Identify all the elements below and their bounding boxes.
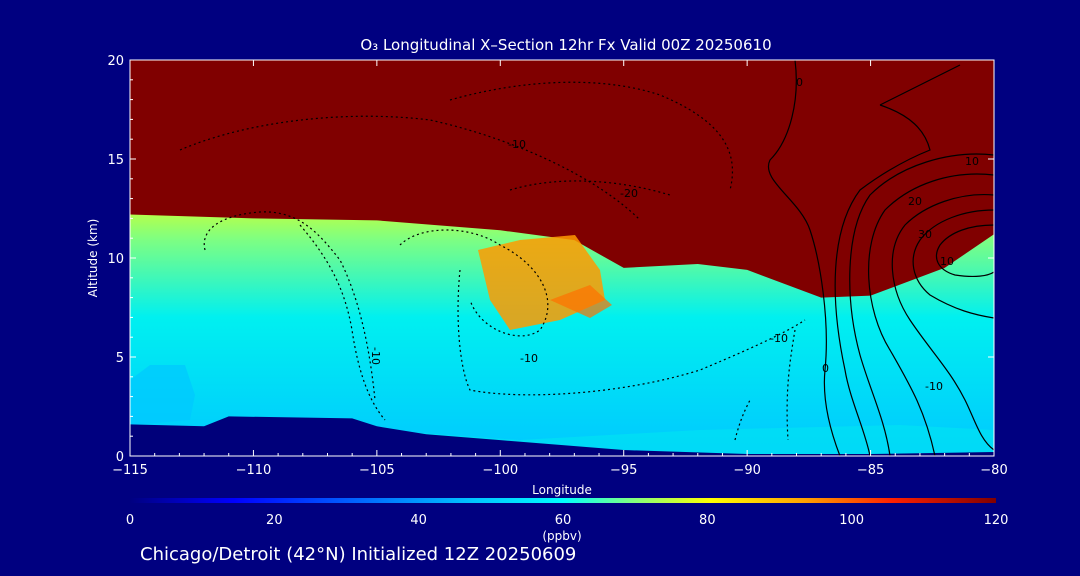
y-axis: 0 5 10 15 20: [107, 54, 994, 465]
contour-label: -10: [369, 347, 382, 365]
x-tick-label: −110: [236, 463, 272, 478]
contour-line: [867, 173, 994, 456]
dry-intrusion-inner: [550, 285, 612, 318]
contour-label: -10: [770, 332, 788, 345]
y-tick-label: 10: [107, 252, 124, 267]
contour-line: [509, 180, 671, 196]
contour-line: [767, 60, 841, 456]
contour-label: 10: [940, 255, 954, 268]
x-tick-label: −85: [857, 463, 884, 478]
contour-labels: 0 -10 -20 -10 -10 -10 0 -10 10 20 30 10: [369, 76, 979, 393]
contour-lines: [179, 60, 994, 456]
x-axis: −115 −110 −105 −100 −95 −90 −85 −80: [112, 60, 1008, 478]
x-tick-label: −80: [980, 463, 1007, 478]
y-tick-label: 5: [116, 351, 124, 366]
contour-line: [912, 209, 994, 319]
plot-area: 0 -10 -20 -10 -10 -10 0 -10 10 20 30 10: [130, 60, 994, 456]
colorbar-tick-label: 0: [126, 513, 134, 528]
colorbar-tick-label: 60: [555, 513, 572, 528]
contour-label: -20: [620, 187, 638, 200]
colorbar-label: (ppbv): [542, 529, 581, 543]
contour-label: -10: [520, 352, 538, 365]
terrain: [130, 416, 994, 456]
contour-label: 0: [822, 362, 829, 375]
contour-line: [179, 115, 641, 221]
x-tick-label: −115: [112, 463, 148, 478]
y-tick-label: 20: [107, 54, 124, 69]
x-tick-label: −90: [733, 463, 760, 478]
low-ozone-pocket: [130, 365, 195, 425]
x-tick-label: −105: [359, 463, 395, 478]
colorbar-ticks: 0 20 40 60 80 100 120: [126, 513, 1009, 528]
contour-line: [891, 193, 994, 451]
colorbar-tick-label: 20: [266, 513, 283, 528]
colorbar: [130, 498, 996, 503]
contour-line: [299, 224, 386, 421]
footer-text: Chicago/Detroit (42°N) Initialized 12Z 2…: [140, 544, 576, 565]
x-tick-label: −100: [482, 463, 518, 478]
contour-line: [849, 153, 994, 456]
contour-line: [449, 81, 734, 191]
contour-label: 10: [965, 155, 979, 168]
x-axis-label: Longitude: [532, 483, 592, 497]
contour-line: [399, 229, 549, 337]
y-tick-label: 0: [116, 450, 124, 465]
colorbar-tick-label: 80: [699, 513, 716, 528]
contour-line: [935, 224, 994, 278]
contour-label: -10: [508, 138, 526, 151]
contour-line: [457, 269, 806, 396]
contour-label: -10: [925, 380, 943, 393]
contour-line: [786, 329, 796, 441]
y-axis-label: Altitude (km): [86, 219, 100, 298]
contour-label: 20: [908, 195, 922, 208]
contour-label: 0: [796, 76, 803, 89]
colorbar-tick-label: 100: [839, 513, 864, 528]
contour-label: 30: [918, 228, 932, 241]
chart-title: O₃ Longitudinal X–Section 12hr Fx Valid …: [360, 36, 771, 54]
colorbar-tick-label: 40: [410, 513, 427, 528]
y-tick-label: 15: [107, 153, 124, 168]
colorbar-tick-label: 120: [984, 513, 1009, 528]
stratospheric-ozone-layer: [130, 60, 994, 298]
contour-line: [834, 64, 961, 456]
x-tick-label: −95: [610, 463, 637, 478]
